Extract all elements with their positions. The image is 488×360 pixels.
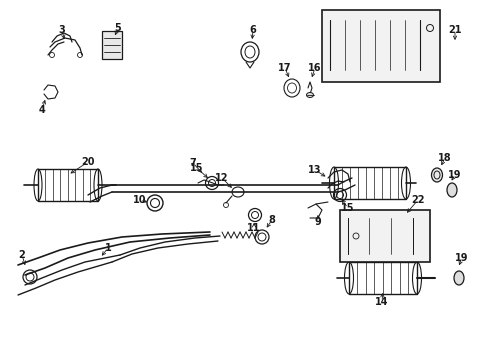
Text: 21: 21 <box>447 25 461 35</box>
Text: 5: 5 <box>114 23 121 33</box>
Text: 1: 1 <box>104 243 111 253</box>
Text: 15: 15 <box>190 163 203 173</box>
Text: 22: 22 <box>410 195 424 205</box>
Text: 13: 13 <box>307 165 321 175</box>
Text: 6: 6 <box>249 25 256 35</box>
Text: 11: 11 <box>247 223 260 233</box>
Ellipse shape <box>453 271 463 285</box>
Text: 15: 15 <box>341 203 354 213</box>
Ellipse shape <box>306 93 313 98</box>
Bar <box>339 210 429 262</box>
Text: 10: 10 <box>133 195 146 205</box>
Text: 18: 18 <box>437 153 451 163</box>
Text: 14: 14 <box>374 297 388 307</box>
Ellipse shape <box>446 183 456 197</box>
Text: 19: 19 <box>454 253 468 263</box>
Text: 2: 2 <box>19 250 25 260</box>
Text: 9: 9 <box>314 217 321 227</box>
Text: 8: 8 <box>268 215 275 225</box>
Bar <box>333 167 405 199</box>
Text: 20: 20 <box>81 157 95 167</box>
Text: 17: 17 <box>278 63 291 73</box>
Bar <box>321 10 439 82</box>
Text: 3: 3 <box>59 25 65 35</box>
Text: 4: 4 <box>39 105 45 115</box>
Bar <box>102 31 122 59</box>
Bar <box>348 262 416 294</box>
Text: 7: 7 <box>189 158 196 168</box>
Text: 12: 12 <box>215 173 228 183</box>
Ellipse shape <box>430 168 442 182</box>
Bar <box>38 169 98 201</box>
Text: 19: 19 <box>447 170 461 180</box>
Text: 16: 16 <box>307 63 321 73</box>
